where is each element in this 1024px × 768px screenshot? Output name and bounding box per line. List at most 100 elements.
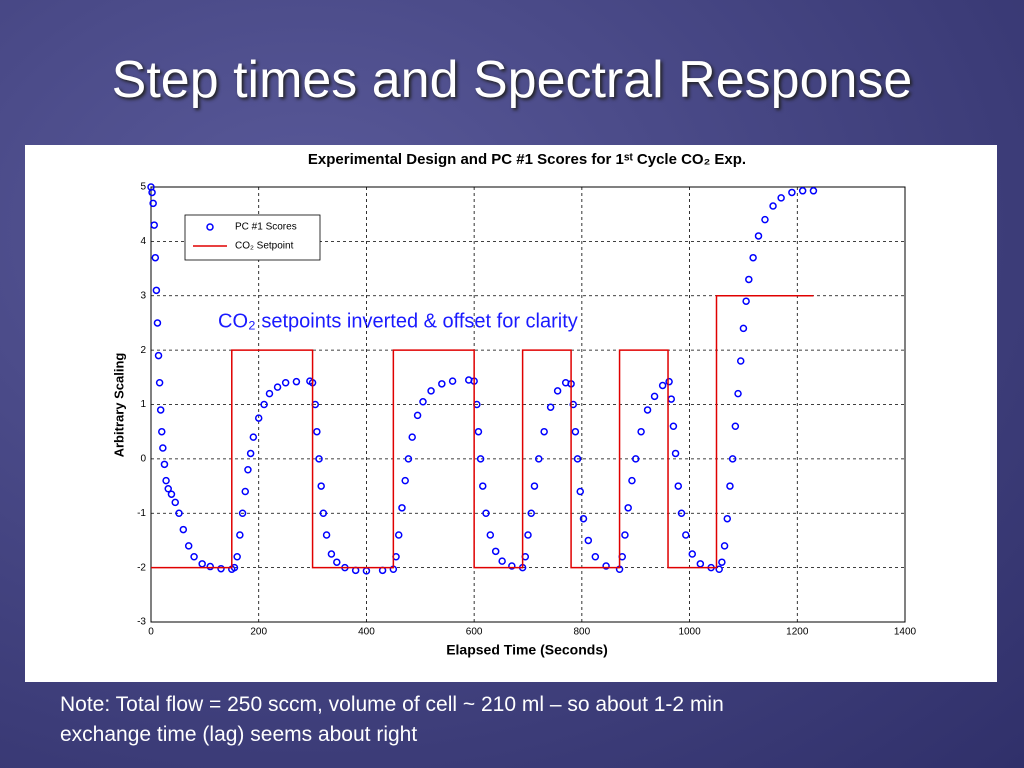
x-tick-label: 600 bbox=[466, 627, 483, 638]
score-point bbox=[217, 564, 225, 573]
score-point bbox=[723, 514, 732, 523]
score-point bbox=[734, 389, 742, 398]
score-point bbox=[658, 381, 667, 390]
score-point bbox=[233, 553, 241, 561]
score-point bbox=[327, 550, 336, 558]
note: Note: Total flow = 250 sccm, volume of c… bbox=[60, 690, 724, 750]
x-tick-label: 1000 bbox=[678, 627, 701, 638]
score-point bbox=[602, 562, 610, 570]
score-point bbox=[154, 351, 163, 360]
score-point bbox=[671, 449, 680, 458]
score-point bbox=[246, 449, 255, 458]
score-point bbox=[688, 550, 697, 558]
score-point bbox=[190, 553, 198, 561]
score-point bbox=[745, 275, 753, 284]
score-point bbox=[720, 542, 729, 550]
score-point bbox=[667, 395, 676, 403]
score-point bbox=[696, 560, 705, 568]
score-point bbox=[579, 514, 588, 523]
score-point bbox=[150, 221, 158, 229]
score-point bbox=[254, 414, 263, 422]
score-point bbox=[754, 232, 763, 240]
score-point bbox=[669, 422, 678, 430]
score-point bbox=[682, 531, 690, 539]
score-point bbox=[401, 476, 409, 485]
x-axis-label: Elapsed Time (Seconds) bbox=[446, 642, 608, 658]
score-point bbox=[167, 490, 176, 498]
y-tick-label: -1 bbox=[137, 508, 146, 519]
score-point bbox=[333, 558, 341, 566]
score-point bbox=[624, 504, 632, 512]
score-point bbox=[184, 542, 193, 550]
score-point bbox=[148, 188, 156, 197]
score-point bbox=[427, 387, 435, 395]
score-point bbox=[508, 562, 516, 570]
score-point bbox=[419, 398, 427, 406]
score-point bbox=[584, 536, 593, 545]
score-point bbox=[621, 531, 629, 539]
score-point bbox=[155, 379, 164, 387]
score-point bbox=[408, 433, 416, 441]
score-point bbox=[159, 444, 167, 452]
score-point bbox=[151, 253, 160, 262]
note-line: Note: Total flow = 250 sccm, volume of c… bbox=[60, 693, 724, 716]
score-point bbox=[175, 509, 183, 517]
score-point bbox=[769, 202, 777, 210]
score-point bbox=[674, 482, 683, 490]
score-point bbox=[491, 547, 500, 556]
score-point bbox=[438, 380, 446, 388]
score-point bbox=[448, 377, 457, 385]
score-point bbox=[731, 422, 740, 430]
y-tick-label: -2 bbox=[137, 562, 146, 573]
legend-box bbox=[184, 214, 321, 261]
score-point bbox=[749, 253, 757, 262]
score-point bbox=[788, 188, 796, 197]
score-point bbox=[546, 403, 555, 411]
score-point bbox=[553, 387, 562, 395]
score-point bbox=[413, 411, 422, 420]
score-point bbox=[249, 433, 258, 441]
score-point bbox=[317, 482, 325, 490]
score-point bbox=[761, 215, 769, 224]
score-point bbox=[715, 565, 723, 574]
y-tick-label: 5 bbox=[140, 182, 146, 193]
score-point bbox=[265, 389, 274, 398]
score-point bbox=[631, 455, 640, 463]
chart-title: Experimental Design and PC #1 Scores for… bbox=[308, 151, 746, 168]
score-point bbox=[236, 531, 244, 539]
legend-label: PC #1 Scores bbox=[235, 222, 297, 233]
score-point bbox=[476, 455, 485, 463]
score-point bbox=[260, 400, 268, 409]
x-tick-label: 800 bbox=[574, 627, 591, 638]
annotation: CO₂ setpoints inverted & offset for clar… bbox=[218, 310, 578, 332]
score-point bbox=[273, 383, 282, 391]
score-point bbox=[530, 482, 539, 490]
score-point bbox=[798, 187, 807, 195]
y-tick-label: 3 bbox=[140, 290, 146, 301]
score-point bbox=[739, 324, 748, 333]
score-point bbox=[238, 509, 247, 517]
score-point bbox=[637, 427, 645, 436]
score-point bbox=[241, 487, 249, 496]
y-tick-label: 2 bbox=[140, 345, 146, 356]
score-point bbox=[726, 482, 734, 490]
y-tick-label: -3 bbox=[137, 617, 146, 628]
score-point bbox=[524, 531, 532, 539]
score-point bbox=[281, 379, 290, 387]
score-point bbox=[742, 297, 750, 305]
score-point bbox=[527, 509, 535, 517]
score-point bbox=[728, 455, 737, 463]
y-tick-label: 1 bbox=[140, 399, 146, 410]
score-point bbox=[809, 187, 818, 195]
score-point bbox=[677, 509, 686, 517]
score-point bbox=[404, 455, 413, 463]
score-point bbox=[322, 531, 331, 539]
score-point bbox=[777, 194, 785, 202]
score-point bbox=[394, 531, 403, 539]
plot-frame bbox=[150, 186, 906, 623]
score-point bbox=[149, 199, 157, 208]
slide-title: Step times and Spectral Response bbox=[111, 51, 913, 109]
score-point bbox=[535, 455, 543, 463]
score-point bbox=[198, 560, 206, 568]
